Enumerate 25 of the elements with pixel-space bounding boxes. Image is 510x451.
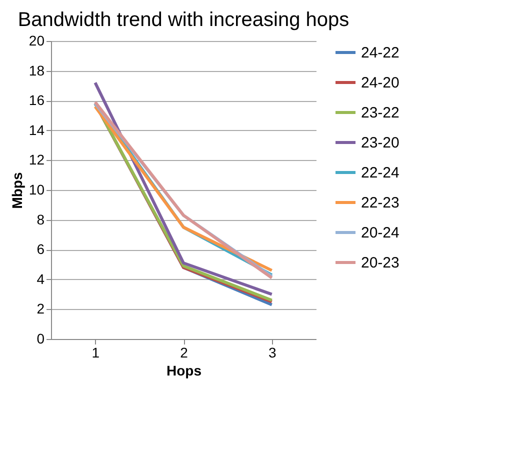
legend-label: 20-24	[361, 224, 400, 242]
y-tick-label: 0	[36, 330, 45, 346]
x-tick-label: 1	[92, 344, 100, 360]
y-tick-label: 4	[36, 270, 45, 287]
x-tick-label: 2	[180, 344, 188, 360]
legend-label: 24-22	[361, 44, 400, 62]
legend-label: 24-20	[361, 74, 400, 92]
y-tick-label: 18	[28, 62, 45, 78]
x-tick-label: 3	[268, 344, 276, 360]
chart-title: Bandwidth trend with increasing hops	[18, 9, 350, 31]
y-tick-label: 20	[28, 32, 45, 48]
legend-label: 20-23	[361, 254, 400, 272]
legend-label: 22-24	[361, 164, 400, 182]
y-tick-label: 6	[36, 241, 45, 258]
y-tick-label: 2	[36, 300, 45, 317]
y-tick-label: 14	[28, 122, 45, 138]
x-axis-title: Hops	[166, 362, 202, 378]
y-tick-label: 16	[28, 92, 45, 108]
y-tick-label: 10	[28, 182, 45, 198]
y-tick-label: 12	[28, 152, 45, 168]
legend-label: 23-20	[361, 134, 400, 152]
y-tick-label: 8	[36, 211, 45, 228]
legend-label: 22-23	[361, 194, 400, 212]
legend-label: 23-22	[361, 104, 400, 122]
y-axis-title: Mbps	[8, 172, 25, 209]
